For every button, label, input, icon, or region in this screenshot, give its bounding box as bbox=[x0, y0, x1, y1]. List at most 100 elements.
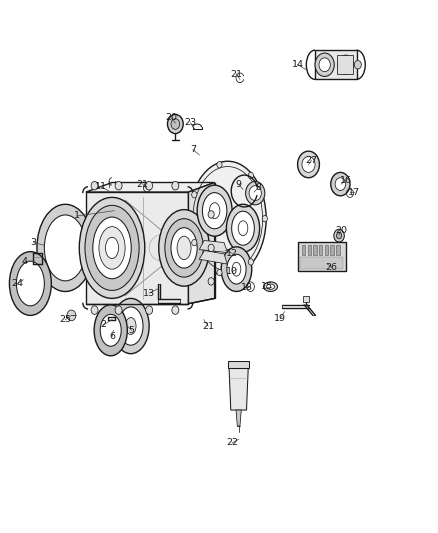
Polygon shape bbox=[236, 410, 241, 426]
Text: 5: 5 bbox=[129, 326, 134, 335]
Ellipse shape bbox=[16, 261, 44, 306]
Circle shape bbox=[248, 172, 254, 179]
Ellipse shape bbox=[113, 298, 149, 354]
Ellipse shape bbox=[302, 157, 315, 172]
Ellipse shape bbox=[79, 197, 145, 298]
Ellipse shape bbox=[37, 204, 94, 292]
Text: 22: 22 bbox=[226, 439, 238, 448]
Circle shape bbox=[91, 181, 98, 190]
Circle shape bbox=[171, 119, 180, 130]
Polygon shape bbox=[188, 182, 215, 304]
Text: 8: 8 bbox=[255, 183, 261, 192]
Text: 21: 21 bbox=[230, 70, 243, 78]
Text: 7: 7 bbox=[190, 145, 196, 154]
Text: 27: 27 bbox=[306, 156, 318, 165]
Bar bbox=[303, 296, 309, 302]
Bar bbox=[319, 245, 322, 255]
Circle shape bbox=[192, 239, 197, 246]
Text: 16: 16 bbox=[339, 176, 352, 185]
Ellipse shape bbox=[171, 228, 197, 268]
Text: 23: 23 bbox=[184, 118, 197, 127]
Bar bbox=[325, 245, 328, 255]
Text: 21: 21 bbox=[137, 180, 148, 189]
Ellipse shape bbox=[85, 205, 139, 290]
Ellipse shape bbox=[338, 55, 353, 74]
Text: 4: 4 bbox=[22, 257, 28, 265]
Text: 1: 1 bbox=[74, 212, 80, 221]
Ellipse shape bbox=[119, 307, 143, 345]
Circle shape bbox=[248, 259, 254, 265]
Ellipse shape bbox=[331, 172, 350, 196]
Circle shape bbox=[146, 181, 152, 190]
Circle shape bbox=[208, 244, 214, 252]
Ellipse shape bbox=[106, 237, 119, 259]
Bar bbox=[302, 245, 305, 255]
Ellipse shape bbox=[264, 282, 278, 292]
Circle shape bbox=[192, 191, 197, 198]
Bar bbox=[313, 245, 317, 255]
Ellipse shape bbox=[249, 185, 261, 200]
Text: 14: 14 bbox=[292, 60, 304, 69]
Ellipse shape bbox=[297, 151, 319, 177]
Text: 3: 3 bbox=[30, 238, 36, 247]
Text: 11: 11 bbox=[95, 182, 107, 191]
Bar bbox=[307, 245, 311, 255]
Text: 13: 13 bbox=[143, 288, 155, 297]
Polygon shape bbox=[86, 192, 188, 304]
Text: 17: 17 bbox=[348, 188, 360, 197]
Bar bbox=[297, 241, 346, 271]
Polygon shape bbox=[199, 240, 228, 253]
Polygon shape bbox=[315, 50, 357, 79]
Ellipse shape bbox=[177, 236, 191, 260]
Circle shape bbox=[172, 306, 179, 314]
Bar bbox=[336, 245, 339, 255]
Bar bbox=[337, 55, 353, 74]
Circle shape bbox=[208, 278, 214, 285]
Polygon shape bbox=[199, 251, 227, 264]
Ellipse shape bbox=[202, 192, 227, 229]
Bar bbox=[228, 361, 249, 368]
Ellipse shape bbox=[189, 161, 266, 276]
Ellipse shape bbox=[221, 247, 252, 292]
Circle shape bbox=[115, 181, 122, 190]
Ellipse shape bbox=[315, 53, 334, 76]
Text: 9: 9 bbox=[236, 180, 242, 189]
Ellipse shape bbox=[267, 284, 275, 289]
Text: 12: 12 bbox=[226, 249, 238, 258]
Ellipse shape bbox=[94, 305, 127, 356]
Circle shape bbox=[262, 215, 268, 222]
Bar bbox=[300, 257, 343, 269]
Circle shape bbox=[336, 232, 342, 239]
Ellipse shape bbox=[10, 252, 51, 316]
Ellipse shape bbox=[126, 318, 136, 335]
Circle shape bbox=[217, 161, 222, 168]
Ellipse shape bbox=[159, 209, 209, 286]
Ellipse shape bbox=[197, 185, 232, 236]
Ellipse shape bbox=[100, 314, 121, 346]
Polygon shape bbox=[229, 368, 248, 410]
Ellipse shape bbox=[149, 235, 175, 261]
Circle shape bbox=[115, 306, 122, 314]
Text: 20: 20 bbox=[165, 113, 177, 122]
Ellipse shape bbox=[246, 181, 265, 205]
Polygon shape bbox=[86, 182, 215, 192]
Ellipse shape bbox=[341, 60, 350, 70]
Circle shape bbox=[91, 306, 98, 314]
Circle shape bbox=[354, 61, 361, 69]
Ellipse shape bbox=[93, 217, 131, 279]
Text: 25: 25 bbox=[59, 315, 71, 324]
Bar bbox=[330, 245, 334, 255]
Text: 24: 24 bbox=[11, 279, 23, 288]
Text: 10: 10 bbox=[226, 268, 238, 276]
Ellipse shape bbox=[165, 219, 203, 277]
Text: 21: 21 bbox=[202, 321, 214, 330]
Text: 2: 2 bbox=[100, 320, 106, 329]
Text: 6: 6 bbox=[109, 332, 115, 341]
Circle shape bbox=[217, 269, 222, 276]
Text: 15: 15 bbox=[261, 282, 273, 291]
Text: 26: 26 bbox=[325, 263, 338, 272]
Ellipse shape bbox=[227, 254, 246, 284]
Ellipse shape bbox=[226, 204, 260, 252]
Text: 19: 19 bbox=[274, 314, 286, 323]
Circle shape bbox=[67, 310, 76, 321]
